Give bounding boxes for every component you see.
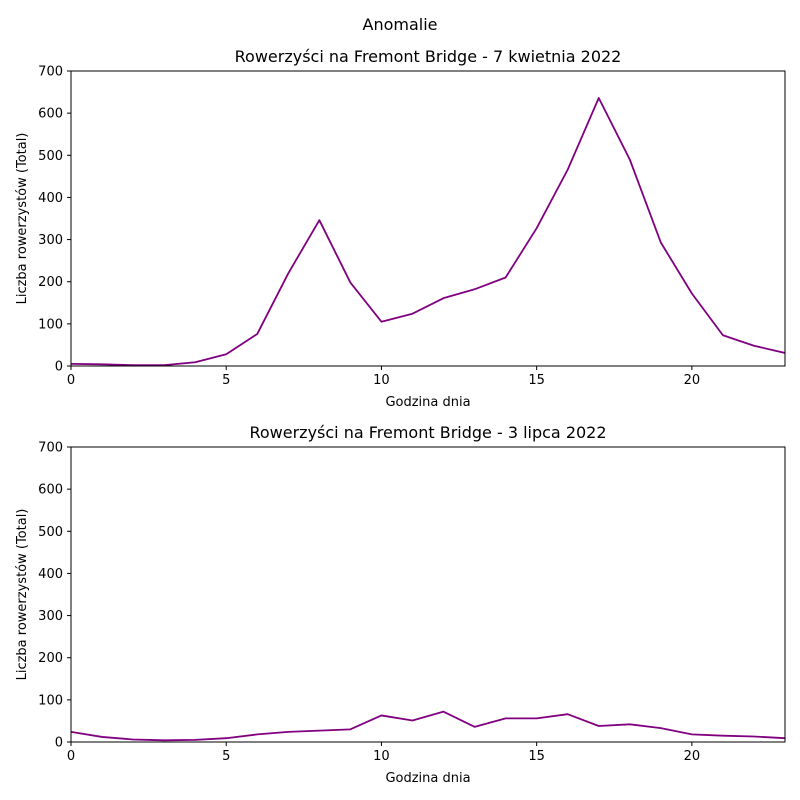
top-y-axis-label: Liczba rowerzystów (Total) bbox=[15, 133, 30, 305]
bottom-x-axis-label: Godzina dnia bbox=[385, 771, 470, 786]
top-x-tick-label: 20 bbox=[684, 373, 701, 388]
top-chart-title: Rowerzyści na Fremont Bridge - 7 kwietni… bbox=[235, 47, 622, 66]
bottom-y-axis-label: Liczba rowerzystów (Total) bbox=[15, 509, 30, 681]
bottom-x-tick-label: 20 bbox=[684, 749, 701, 764]
top-y-tick-label: 500 bbox=[38, 149, 63, 164]
top-y-tick-label: 0 bbox=[55, 360, 63, 375]
figure-suptitle: Anomalie bbox=[363, 15, 438, 34]
top-y-tick-label: 300 bbox=[38, 233, 63, 248]
top-y-tick-label: 200 bbox=[38, 275, 63, 290]
top-y-tick-label: 600 bbox=[38, 107, 63, 122]
bottom-y-tick-label: 500 bbox=[38, 525, 63, 540]
bottom-x-tick-label: 5 bbox=[222, 749, 230, 764]
bottom-y-tick-label: 600 bbox=[38, 483, 63, 498]
bottom-x-tick-label: 10 bbox=[373, 749, 390, 764]
top-y-tick-label: 100 bbox=[38, 317, 63, 332]
top-x-tick-label: 0 bbox=[67, 373, 75, 388]
bottom-y-tick-label: 100 bbox=[38, 693, 63, 708]
bottom-y-tick-label: 400 bbox=[38, 567, 63, 582]
top-x-axis-label: Godzina dnia bbox=[385, 395, 470, 410]
top-y-tick-label: 700 bbox=[38, 65, 63, 80]
bottom-y-tick-label: 200 bbox=[38, 651, 63, 666]
top-chart: 0 5 10 15 200100200300400500600700Rowerzyści… bbox=[15, 47, 786, 410]
bottom-y-tick-label: 700 bbox=[38, 441, 63, 456]
bottom-x-tick-label: 0 bbox=[67, 749, 75, 764]
top-x-tick-label: 5 bbox=[222, 373, 230, 388]
bottom-y-tick-label: 300 bbox=[38, 609, 63, 624]
top-x-tick-label: 15 bbox=[528, 373, 545, 388]
bottom-series-line bbox=[71, 710, 785, 742]
bottom-y-tick-label: 0 bbox=[55, 736, 63, 751]
top-x-tick-label: 10 bbox=[373, 373, 390, 388]
bottom-chart: 0 5 10 15 200100200300400500600700Rowerzyści… bbox=[15, 423, 786, 786]
top-axes-frame bbox=[70, 70, 786, 367]
bottom-x-tick-label: 15 bbox=[528, 749, 545, 764]
bottom-chart-title: Rowerzyści na Fremont Bridge - 3 lipca 2… bbox=[249, 423, 606, 442]
top-y-tick-label: 400 bbox=[38, 191, 63, 206]
top-series-line bbox=[71, 97, 785, 366]
bottom-axes-frame bbox=[70, 446, 786, 743]
